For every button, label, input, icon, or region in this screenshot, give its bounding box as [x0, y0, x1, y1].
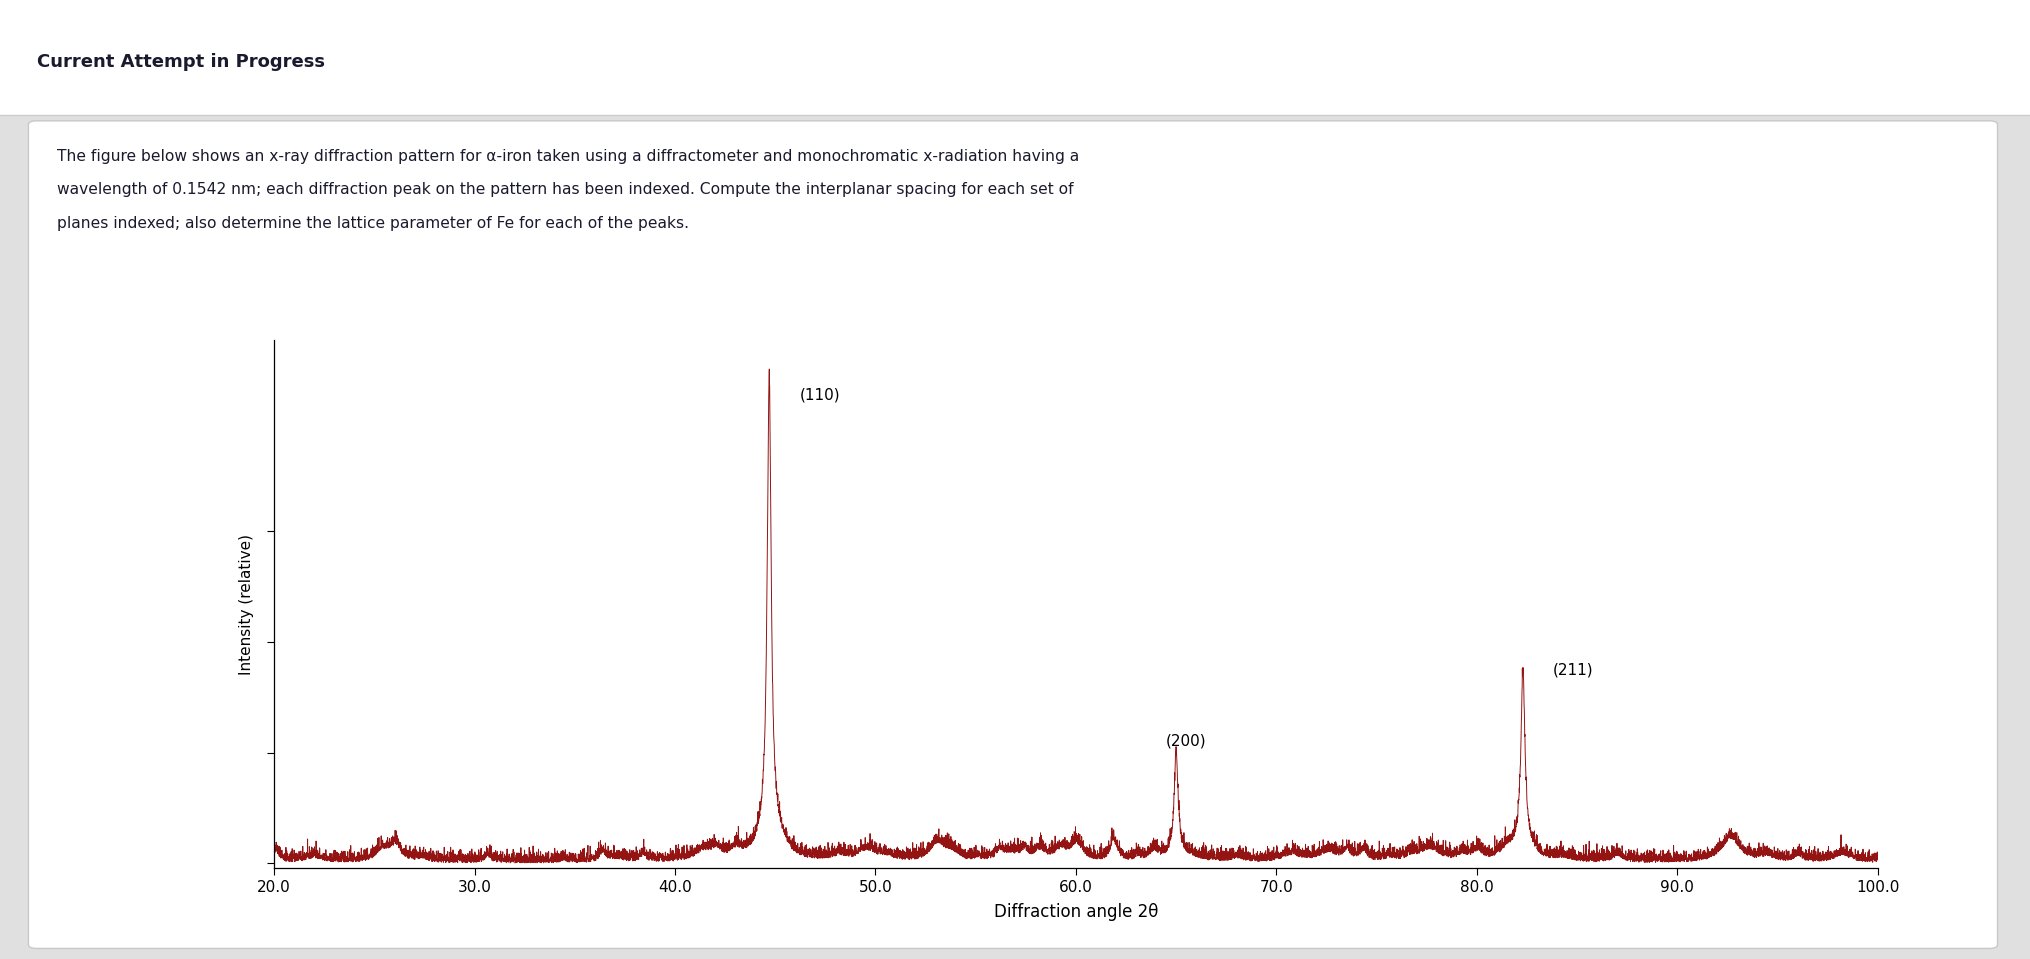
Text: wavelength of 0.1542 nm; each diffraction peak on the pattern has been indexed. : wavelength of 0.1542 nm; each diffractio… [57, 182, 1074, 198]
Text: The figure below shows an x-ray diffraction pattern for α-iron taken using a dif: The figure below shows an x-ray diffract… [57, 149, 1080, 164]
Text: planes indexed; also determine the lattice parameter of Fe for each of the peaks: planes indexed; also determine the latti… [57, 216, 688, 231]
Y-axis label: Intensity (relative): Intensity (relative) [240, 533, 254, 675]
Text: (110): (110) [800, 387, 840, 403]
Text: (200): (200) [1165, 734, 1206, 748]
Bar [0, 0, 2030, 115]
Text: (211): (211) [1553, 663, 1594, 677]
FancyBboxPatch shape [28, 121, 1998, 948]
Text: Current Attempt in Progress: Current Attempt in Progress [37, 54, 325, 71]
X-axis label: Diffraction angle 2θ: Diffraction angle 2θ [995, 903, 1157, 921]
